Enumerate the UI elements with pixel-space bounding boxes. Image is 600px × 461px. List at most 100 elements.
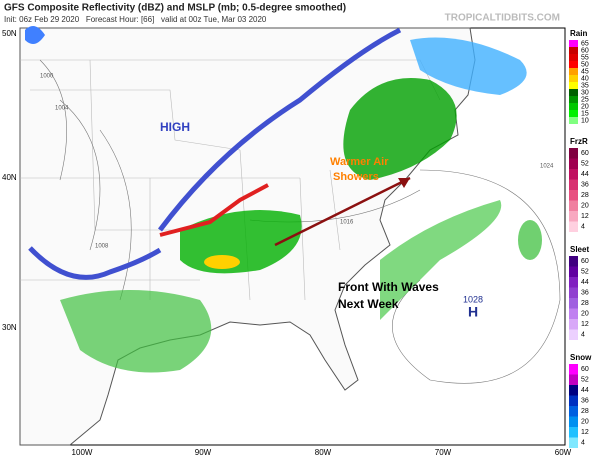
legend-label: 35	[581, 82, 589, 89]
legend-swatch	[569, 319, 578, 330]
legend-title: Snow	[570, 353, 592, 362]
legend-swatch	[569, 287, 578, 298]
legend-label: 44	[581, 387, 589, 394]
isobar-label: 1008	[95, 244, 109, 250]
legend-swatch	[569, 395, 578, 406]
legend-label: 60	[581, 47, 589, 54]
legend-swatch	[569, 190, 578, 201]
high-arc-west	[28, 246, 162, 280]
legend-label: 10	[581, 117, 589, 124]
longitude-label: 60W	[555, 448, 572, 457]
legend-label: 20	[581, 203, 589, 210]
legend-label: 44	[581, 171, 589, 178]
legend-label: 28	[581, 192, 589, 199]
legend-label: 30	[581, 89, 589, 96]
legend-label: 20	[581, 103, 589, 110]
legend-swatch	[569, 256, 578, 267]
longitude-label: 90W	[195, 448, 212, 457]
legend-label: 36	[581, 398, 589, 405]
heavy-rain	[204, 255, 240, 269]
legend-label: 60	[581, 258, 589, 265]
legend-label: 45	[581, 68, 589, 75]
latitude-label: 30N	[2, 323, 17, 332]
legend-swatch	[569, 416, 578, 427]
longitude-label: 70W	[435, 448, 452, 457]
longitude-label: 80W	[315, 448, 332, 457]
legend-swatch	[569, 40, 578, 47]
legend-swatch	[569, 96, 578, 103]
legend-swatch	[569, 54, 578, 61]
legend-swatch	[569, 47, 578, 54]
legend-swatch	[569, 406, 578, 417]
legend-label: 60	[581, 150, 589, 157]
legend-label: 20	[581, 311, 589, 318]
legend-swatch	[569, 61, 578, 68]
isobar-lines	[39, 59, 561, 384]
pressure-center: H	[468, 304, 478, 320]
legend-label: 52	[581, 377, 589, 384]
isobar-label: 1024	[540, 164, 554, 170]
legend-swatch	[569, 221, 578, 232]
legend-title: FrzR	[570, 137, 588, 146]
warm-front	[159, 183, 269, 237]
front-label: Next Week	[338, 297, 399, 311]
subtitle: Init: 06z Feb 29 2020 Forecast Hour: [66…	[4, 15, 267, 24]
legend-swatch	[569, 158, 578, 169]
legend-swatch	[569, 179, 578, 190]
arrow	[274, 176, 411, 247]
warm-label: Warmer Air	[330, 156, 389, 168]
legend-label: 4	[581, 224, 585, 231]
legend-swatch	[569, 374, 578, 385]
legend-swatch	[569, 75, 578, 82]
rain-east	[518, 220, 542, 260]
legend-swatch	[569, 364, 578, 375]
legend-label: 12	[581, 429, 589, 436]
snow	[410, 37, 527, 95]
legend-label: 12	[581, 213, 589, 220]
snow-nw	[25, 26, 45, 44]
legend-swatch	[569, 169, 578, 180]
legend-swatch	[569, 89, 578, 96]
legend-swatch	[569, 277, 578, 288]
legend-label: 4	[581, 332, 585, 339]
rain-south	[60, 290, 212, 373]
legend-title: Rain	[570, 29, 587, 38]
isobar-label: 1000	[40, 74, 54, 80]
legend-label: 36	[581, 290, 589, 297]
legend-swatch	[569, 200, 578, 211]
legend-label: 52	[581, 269, 589, 276]
legend-label: 28	[581, 300, 589, 307]
legend-swatch	[569, 82, 578, 89]
isobar-label: 1016	[340, 220, 354, 226]
pressure-value: 1028	[463, 294, 483, 304]
latitude-label: 40N	[2, 173, 17, 182]
legend-label: 55	[581, 54, 589, 61]
legend-label: 25	[581, 96, 589, 103]
rain-ne	[343, 78, 457, 180]
legend-label: 65	[581, 40, 589, 47]
warm-label: Showers	[333, 171, 379, 183]
map-area: HIGH Warmer Air Showers Front With Waves…	[19, 26, 566, 446]
legend-swatch	[569, 308, 578, 319]
legend-label: 4	[581, 440, 585, 447]
legend-label: 20	[581, 419, 589, 426]
legend-label: 44	[581, 279, 589, 286]
legend-swatch	[569, 117, 578, 124]
latitude-label: 50N	[2, 29, 17, 38]
legend-label: 40	[581, 75, 589, 82]
precipitation	[60, 37, 542, 373]
legend-swatch	[569, 385, 578, 396]
legend-label: 12	[581, 321, 589, 328]
legend-swatch	[569, 437, 578, 448]
legend-swatch	[569, 110, 578, 117]
legend-label: 52	[581, 161, 589, 168]
legend-label: 28	[581, 408, 589, 415]
high-arc	[158, 27, 402, 232]
high-label: HIGH	[160, 120, 190, 134]
legend-label: 50	[581, 61, 589, 68]
title: GFS Composite Reflectivity (dBZ) and MSL…	[4, 3, 346, 14]
legend-swatch	[569, 329, 578, 340]
rain-offshore	[380, 200, 502, 320]
front-label: Front With Waves	[338, 280, 439, 294]
